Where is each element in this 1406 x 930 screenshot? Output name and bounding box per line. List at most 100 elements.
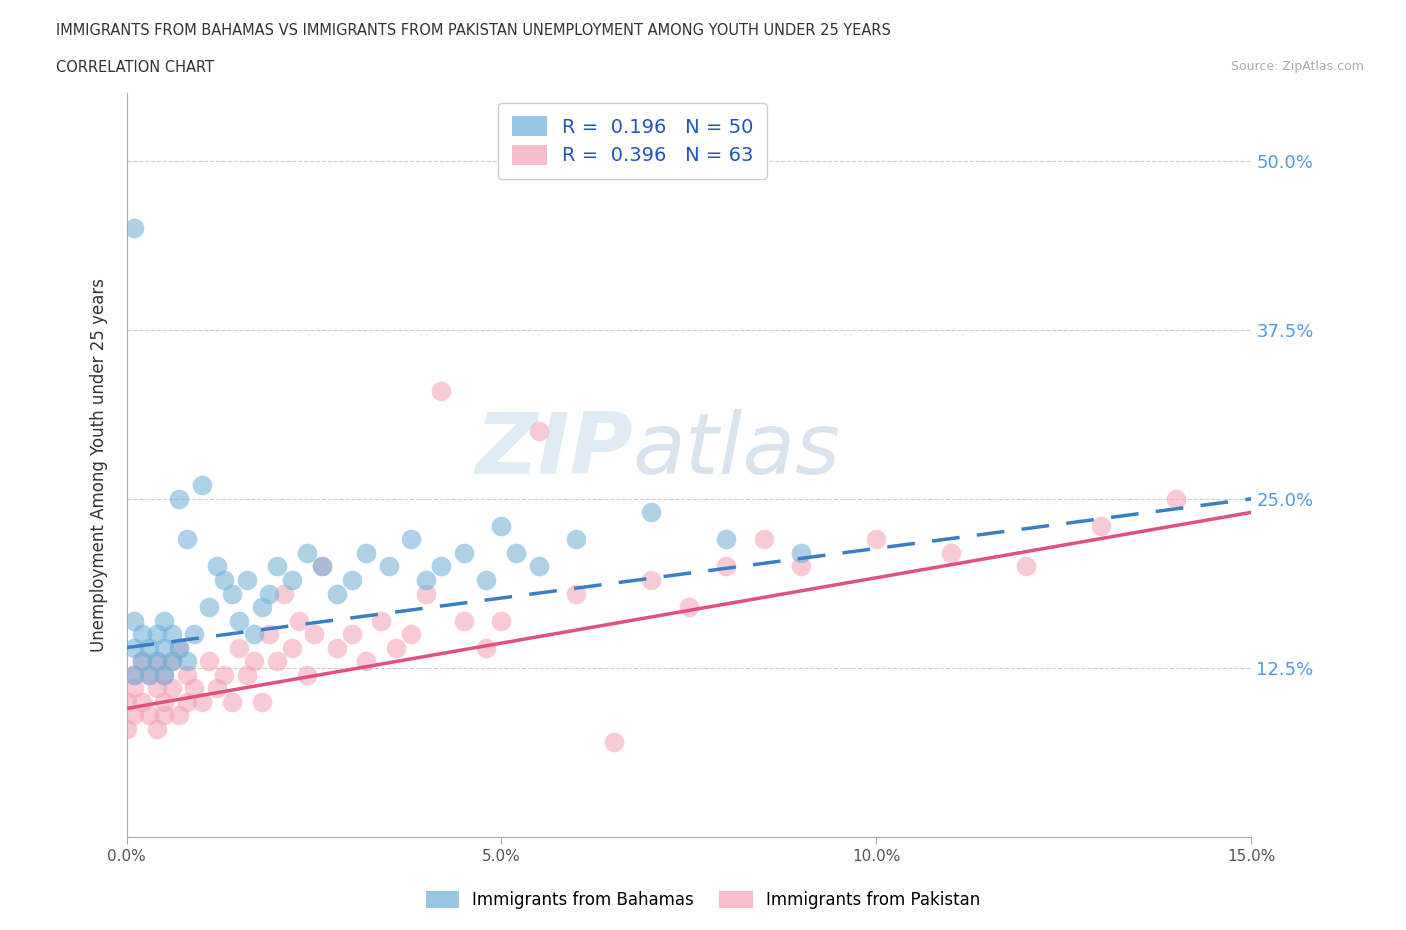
Point [280,573,302,588]
Point [235,573,257,588]
Point [122,613,145,628]
Point [356,546,378,561]
Point [131,654,153,669]
Point [122,667,145,682]
Point [491,518,513,533]
Point [678,600,700,615]
Point [243,627,266,642]
Point [160,654,183,669]
Point [430,383,453,398]
Point [790,559,813,574]
Point [716,532,738,547]
Point [176,667,198,682]
Point [138,667,160,682]
Point [167,491,190,506]
Point [167,640,190,655]
Point [153,667,176,682]
Point [340,573,363,588]
Point [131,654,153,669]
Point [205,681,228,696]
Point [183,681,205,696]
Point [198,654,221,669]
Point [122,640,145,655]
Point [302,627,325,642]
Point [640,573,662,588]
Point [752,532,775,547]
Point [228,613,250,628]
Point [311,559,333,574]
Point [415,573,437,588]
Point [640,505,662,520]
Point [212,573,235,588]
Point [243,654,266,669]
Point [378,559,401,574]
Point [295,667,318,682]
Point [131,695,153,710]
Legend: Immigrants from Bahamas, Immigrants from Pakistan: Immigrants from Bahamas, Immigrants from… [418,883,988,917]
Point [527,424,550,439]
Text: Source: ZipAtlas.com: Source: ZipAtlas.com [1230,60,1364,73]
Point [115,695,138,710]
Point [1015,559,1038,574]
Point [311,559,333,574]
Point [153,640,176,655]
Point [183,627,205,642]
Point [505,546,527,561]
Point [280,640,302,655]
Point [288,613,311,628]
Point [716,559,738,574]
Point [273,586,295,601]
Point [176,695,198,710]
Point [941,546,963,561]
Point [221,586,243,601]
Point [250,695,273,710]
Point [198,600,221,615]
Point [257,627,280,642]
Point [865,532,887,547]
Point [212,667,235,682]
Point [176,532,198,547]
Point [295,546,318,561]
Point [138,667,160,682]
Point [356,654,378,669]
Point [527,559,550,574]
Point [370,613,392,628]
Point [325,586,347,601]
Point [266,654,288,669]
Point [565,532,588,547]
Text: IMMIGRANTS FROM BAHAMAS VS IMMIGRANTS FROM PAKISTAN UNEMPLOYMENT AMONG YOUTH UND: IMMIGRANTS FROM BAHAMAS VS IMMIGRANTS FR… [56,23,891,38]
Point [453,546,475,561]
Point [385,640,408,655]
Point [153,708,176,723]
Point [190,695,212,710]
Point [228,640,250,655]
Legend: R =  0.196   N = 50, R =  0.396   N = 63: R = 0.196 N = 50, R = 0.396 N = 63 [498,102,768,179]
Point [565,586,588,601]
Point [122,681,145,696]
Point [145,627,167,642]
Point [131,627,153,642]
Point [1090,518,1112,533]
Point [153,695,176,710]
Point [122,708,145,723]
Point [1166,491,1188,506]
Point [475,640,498,655]
Point [145,681,167,696]
Point [190,478,212,493]
Point [475,573,498,588]
Point [491,613,513,628]
Point [160,654,183,669]
Point [266,559,288,574]
Point [205,559,228,574]
Point [325,640,347,655]
Point [430,559,453,574]
Point [790,546,813,561]
Point [401,532,423,547]
Point [415,586,437,601]
Point [122,220,145,235]
Point [122,667,145,682]
Point [250,600,273,615]
Point [160,627,183,642]
Point [145,654,167,669]
Text: atlas: atlas [633,408,841,492]
